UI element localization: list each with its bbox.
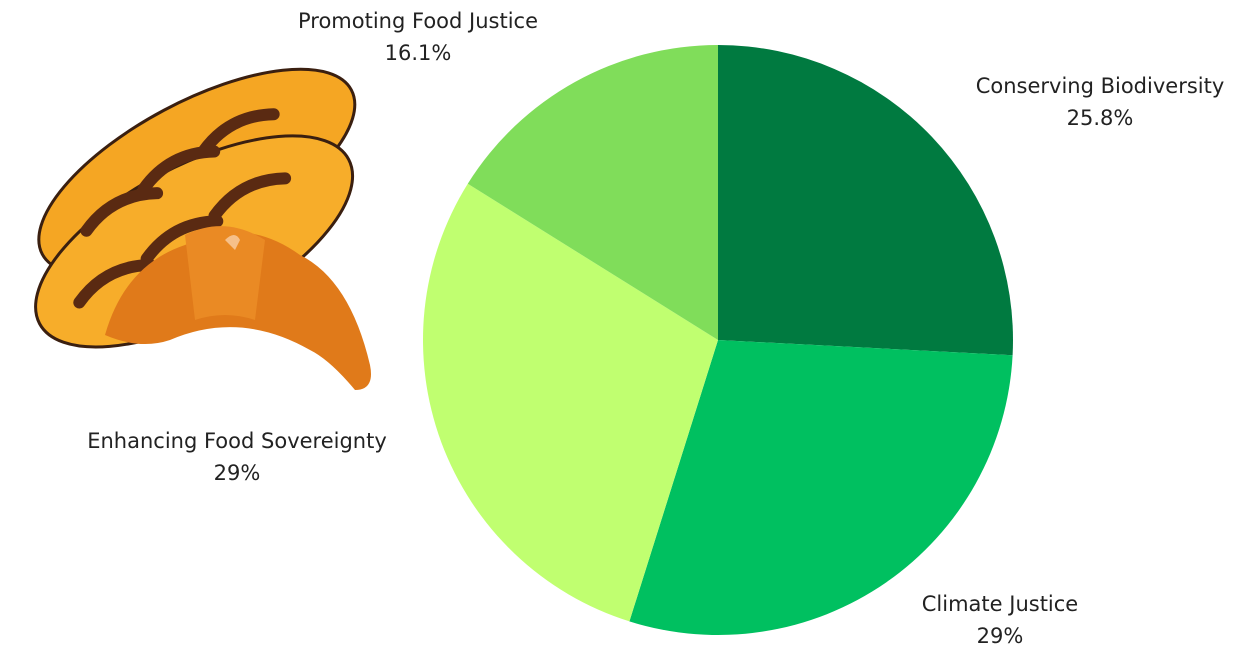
slice-label: Conserving Biodiversity (976, 74, 1225, 98)
slice-value-label: 16.1% (385, 41, 452, 65)
slice-label: Climate Justice (922, 592, 1078, 616)
slice-value-label: 25.8% (1067, 106, 1134, 130)
pie-slice (718, 45, 1013, 356)
labels: Conserving Biodiversity 25.8% Climate Just… (87, 9, 1224, 647)
slice-value-label: 29% (977, 624, 1024, 647)
pie (422, 45, 1013, 635)
slice-value-label: 29% (214, 461, 261, 485)
pie-slice (629, 340, 1013, 635)
bread-illustration (34, 67, 371, 390)
slice-label: Promoting Food Justice (298, 9, 538, 33)
slice-label: Enhancing Food Sovereignty (87, 429, 387, 453)
pie-slice (422, 183, 718, 622)
pie-slice (467, 45, 718, 340)
